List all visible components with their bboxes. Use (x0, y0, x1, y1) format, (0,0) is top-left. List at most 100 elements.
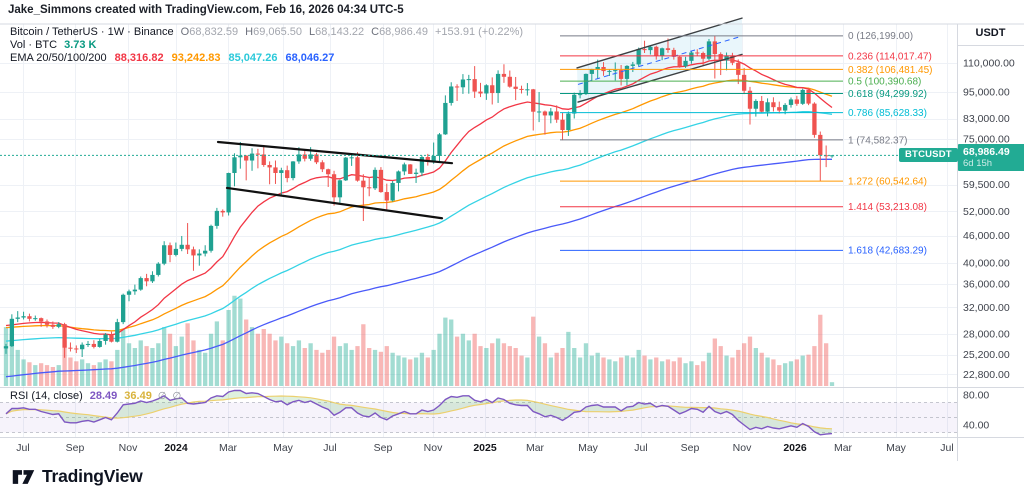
price-tick: 36,000.00 (963, 279, 1010, 291)
fib-label: 1 (74,582.37) (848, 135, 908, 146)
price-tick: 28,000.00 (963, 328, 1010, 340)
high-label: H (245, 26, 254, 38)
rsi-line (5, 389, 833, 436)
tradingview-wordmark: TradingView (42, 466, 143, 486)
rsi-tick: 40.00 (963, 420, 989, 432)
change-value: +153.91 (+0.22%) (435, 26, 524, 38)
time-tick: Jul (940, 442, 953, 454)
price-chart-svg[interactable]: 0 (126,199.00) 0.236 (114,017.47) 0.382 (1… (0, 0, 1024, 462)
volume-label: Vol · BTC (10, 39, 58, 51)
close-value: 68,986.49 (379, 26, 428, 38)
descending-channel-2024 (225, 186, 444, 220)
time-tick: Nov (119, 442, 138, 454)
ema50-value: 93,242.83 (171, 52, 221, 64)
fib-label: 1.618 (42,683.29) (848, 246, 927, 257)
price-tick: 110,000.00 (963, 58, 1015, 70)
drawings-layer (216, 17, 743, 220)
rsi-label: RSI (14, close) (10, 390, 83, 402)
volume-layer (3, 295, 835, 386)
tradingview-logo-icon (12, 469, 35, 484)
price-tick: 25,200.00 (963, 349, 1010, 361)
time-tick: Jul (323, 442, 336, 454)
rsi-legend[interactable]: RSI (14, close) 28.49 36.49 ∅ ∅ (10, 390, 181, 402)
open-label: O (180, 26, 190, 38)
fib-label: 0.236 (114,017.47) (848, 51, 932, 62)
ema-label: EMA 20/50/100/200 (10, 52, 107, 64)
rsi-ma-value: 36.49 (124, 390, 152, 402)
time-tick: Sep (374, 442, 393, 454)
time-tick: Jul (16, 442, 29, 454)
open-value: 68,832.59 (189, 26, 239, 38)
low-value: 68,143.22 (315, 26, 365, 38)
rising-channel-2025 (577, 53, 743, 103)
price-tick: 32,000.00 (963, 302, 1010, 314)
ema100-value: 85,047.26 (228, 52, 278, 64)
fib-label: 0.618 (94,299.92) (848, 89, 927, 100)
fib-label: 1.414 (53,213.08) (848, 202, 927, 213)
descending-channel-2024 (216, 140, 454, 165)
legend-symbol-row[interactable]: Bitcoin / TetherUS · 1W · Binance O68,832… (10, 26, 523, 39)
price-tick: 22,800.00 (963, 369, 1010, 381)
axis-labels: 110,000.00 95,000.00 83,000.00 75,000.00 59,… (16, 58, 1015, 455)
time-tick: Mar (834, 442, 853, 454)
legend-volume-row[interactable]: Vol · BTC 3.73 K (10, 39, 523, 52)
volume-value: 3.73 K (64, 39, 97, 51)
last-price-badge: 68,986.49 6d 15h (958, 144, 1024, 171)
time-tick: Jul (634, 442, 647, 454)
ema200-line (5, 158, 832, 378)
symbol-title: Bitcoin / TetherUS · 1W · Binance (10, 26, 174, 38)
last-price-value: 68,986.49 (963, 146, 1010, 158)
ema200-value: 68,046.27 (285, 52, 335, 64)
time-tick: Sep (681, 442, 700, 454)
ema20-line (5, 59, 833, 336)
tradingview-brand[interactable]: TradingView (12, 466, 143, 487)
price-tick: 75,000.00 (963, 133, 1010, 145)
rsi-ma-line (5, 395, 833, 430)
rsi-tick: 80.00 (963, 390, 989, 402)
time-tick: Mar (526, 442, 545, 454)
ema50-line (5, 79, 833, 332)
rsi-layer (5, 389, 833, 436)
time-tick: 2024 (164, 442, 188, 454)
price-tick: 52,000.00 (963, 206, 1010, 218)
attribution-text: Jake_Simmons created with TradingView.co… (8, 4, 404, 16)
close-label: C (371, 26, 380, 38)
time-tick: Sep (66, 442, 85, 454)
fib-label: 0 (126,199.00) (848, 31, 913, 42)
fib-label: 0.5 (100,390.68) (848, 76, 921, 87)
price-tick: 46,000.00 (963, 230, 1010, 242)
legend-ema-row[interactable]: EMA 20/50/100/200 88,316.82 93,242.83 85,04… (10, 52, 523, 65)
no-data-icon: ∅ (157, 391, 167, 402)
time-tick: Nov (424, 442, 443, 454)
chart-legend: Bitcoin / TetherUS · 1W · Binance O68,832… (10, 26, 523, 65)
fib-label: 0.786 (85,628.33) (848, 108, 927, 119)
bar-countdown: 6d 15h (963, 158, 993, 169)
price-tick: 59,500.00 (963, 179, 1010, 191)
price-axis-currency[interactable]: USDT (975, 27, 1006, 39)
time-tick: Mar (219, 442, 238, 454)
borders-layer (0, 23, 1024, 461)
rsi-value: 28.49 (89, 390, 118, 402)
rising-channel-2025-midline (577, 35, 743, 85)
ema100-line (5, 110, 833, 342)
time-tick: May (886, 442, 907, 454)
time-tick: May (578, 442, 599, 454)
low-label: L (309, 26, 316, 38)
time-tick: Nov (733, 442, 752, 454)
ema20-value: 88,316.82 (114, 52, 164, 64)
fib-retracement: 0 (126,199.00) 0.236 (114,017.47) 0.382 (1… (560, 31, 933, 257)
time-tick: May (273, 442, 294, 454)
time-tick: 2025 (473, 442, 497, 454)
rising-channel-2025 (576, 17, 743, 69)
price-tick: 40,000.00 (963, 258, 1010, 270)
symbol-price-label: BTCUSDT (899, 148, 958, 162)
fib-label: 0.382 (106,481.45) (848, 65, 933, 76)
ema-layer (5, 59, 833, 378)
price-tick: 95,000.00 (963, 87, 1010, 99)
fib-label: 1.272 (60,542.64) (848, 177, 927, 188)
time-tick: 2026 (783, 442, 807, 454)
no-data-icon: ∅ (172, 391, 182, 402)
price-tick: 83,000.00 (963, 113, 1010, 125)
high-value: 69,065.50 (253, 26, 303, 38)
